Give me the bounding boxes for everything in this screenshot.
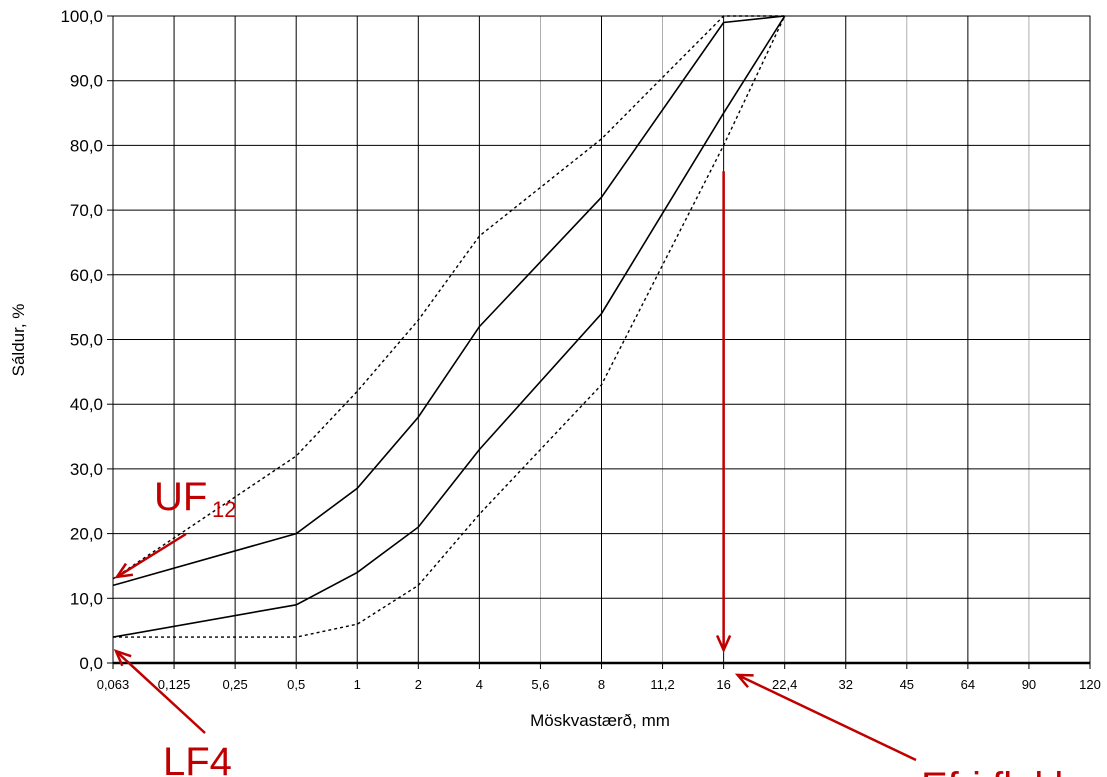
y-tick-label: 50,0 xyxy=(70,331,103,350)
x-tick-label: 4 xyxy=(476,677,483,692)
x-tick-label: 0,5 xyxy=(287,677,305,692)
tick-labels: 0,063 0,125 0,25 0,5 1 2 4 5,6 8 11,2 16 22,4 32 45 64… xyxy=(60,7,1100,692)
x-tick-label: 32 xyxy=(839,677,853,692)
x-tick-label: 22,4 xyxy=(772,677,797,692)
uf12-subscript: 12 xyxy=(212,497,236,522)
grid xyxy=(113,16,1090,663)
y-tick-label: 100,0 xyxy=(60,7,103,26)
y-tick-label: 40,0 xyxy=(70,395,103,414)
uf12-arrow-shaft xyxy=(117,534,186,577)
x-tick-label: 64 xyxy=(961,677,975,692)
solid-curve-2 xyxy=(113,16,785,637)
lf4-label: LF4 xyxy=(163,740,232,777)
efri-flokku-arrow-shaft xyxy=(738,675,916,760)
x-tick-label: 90 xyxy=(1022,677,1036,692)
axes xyxy=(107,16,1090,669)
y-tick-label: 30,0 xyxy=(70,460,103,479)
x-tick-label: 45 xyxy=(900,677,914,692)
uf12-arrow xyxy=(117,534,186,577)
x-tick-label: 2 xyxy=(415,677,422,692)
dotted-curve-3 xyxy=(113,16,785,579)
uf12-label: UF xyxy=(154,475,207,519)
efri-flokku-arrow xyxy=(738,675,916,760)
x-tick-label: 1 xyxy=(354,677,361,692)
efri-flokku-label: Efri flokku xyxy=(921,765,1097,777)
marker-line-16mm xyxy=(717,171,730,650)
x-tick-label: 5,6 xyxy=(531,677,549,692)
y-axis-label: Sáldur, % xyxy=(9,304,28,377)
x-tick-label: 0,063 xyxy=(97,677,130,692)
y-tick-label: 70,0 xyxy=(70,201,103,220)
y-tick-label: 10,0 xyxy=(70,589,103,608)
x-tick-label: 0,125 xyxy=(158,677,191,692)
dotted-curve-4 xyxy=(113,16,785,637)
x-axis-label: Möskvastærð, mm xyxy=(530,711,670,730)
x-tick-label: 11,2 xyxy=(650,677,674,692)
y-tick-label: 20,0 xyxy=(70,525,103,544)
y-tick-label: 0,0 xyxy=(79,654,103,673)
x-tick-label: 120 xyxy=(1079,677,1101,692)
annotations: UF12LF4Efri flokku xyxy=(116,171,1097,777)
x-tick-label: 0,25 xyxy=(222,677,247,692)
series-group xyxy=(113,16,785,637)
x-tick-label: 16 xyxy=(716,677,730,692)
y-tick-label: 60,0 xyxy=(70,266,103,285)
x-tick-label: 8 xyxy=(598,677,605,692)
y-tick-label: 80,0 xyxy=(70,136,103,155)
y-tick-label: 90,0 xyxy=(70,72,103,91)
